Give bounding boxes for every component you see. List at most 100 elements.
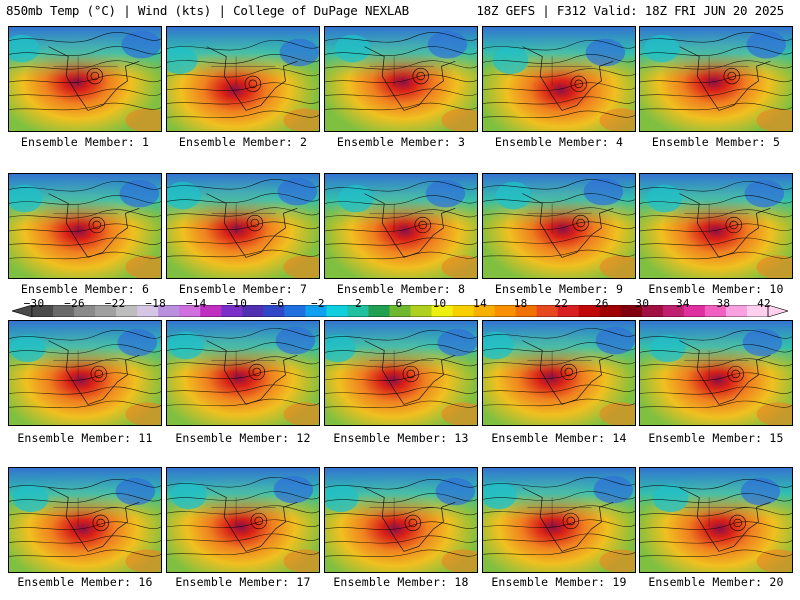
colorbar-segment: [473, 305, 496, 317]
member-label: Ensemble Member: 6: [20, 282, 150, 296]
colorbar-segment: [536, 305, 559, 317]
temperature-field: [325, 174, 477, 278]
colorbar-tick-label: 38: [716, 297, 731, 310]
member-label: Ensemble Member: 11: [17, 431, 153, 445]
temperature-field: [167, 468, 319, 572]
member-label: Ensemble Member: 14: [491, 431, 627, 445]
colorbar-tick-label: −6: [270, 297, 285, 310]
colorbar-segment: [431, 305, 454, 317]
temperature-field: [483, 27, 635, 131]
colorbar-segment: [326, 305, 348, 317]
colorbar-segment: [599, 305, 622, 317]
colorbar-tick-label: −18: [145, 297, 167, 310]
colorbar-right-arrow: [767, 305, 788, 317]
temperature-field: [640, 27, 792, 131]
map-panel-member-1: [8, 26, 162, 132]
temperature-field: [167, 174, 319, 278]
colorbar-segment: [95, 305, 117, 317]
colorbar-segment: [242, 305, 264, 317]
member-label: Ensemble Member: 13: [333, 431, 469, 445]
colorbar-segment: [704, 305, 727, 317]
member-label: Ensemble Member: 1: [20, 135, 150, 149]
colorbar-tick-label: −30: [23, 297, 45, 310]
colorbar-segment: [662, 305, 685, 317]
member-label: Ensemble Member: 4: [494, 135, 624, 149]
member-label: Ensemble Member: 5: [651, 135, 781, 149]
colorbar-segment: [74, 305, 96, 317]
member-label: Ensemble Member: 8: [336, 282, 466, 296]
map-panel-member-12: [166, 320, 320, 426]
temperature-field: [325, 321, 477, 425]
colorbar-segment: [389, 305, 412, 317]
map-panel-member-18: [324, 467, 478, 573]
member-label: Ensemble Member: 7: [178, 282, 308, 296]
colorbar-segment: [305, 305, 327, 317]
map-panel-member-8: [324, 173, 478, 279]
colorbar-tick-label: −22: [104, 297, 126, 310]
map-panel-member-15: [639, 320, 793, 426]
map-panel-member-2: [166, 26, 320, 132]
colorbar-tick-label: 26: [594, 297, 609, 310]
colorbar-tick-label: −2: [310, 297, 325, 310]
map-panel-member-3: [324, 26, 478, 132]
colorbar-tick-label: −14: [185, 297, 207, 310]
colorbar-tick-label: 42: [757, 297, 771, 310]
colorbar-segment: [347, 305, 369, 317]
temperature-field: [167, 27, 319, 131]
temperature-field: [9, 174, 161, 278]
colorbar-segment: [368, 305, 390, 317]
map-panel-member-5: [639, 26, 793, 132]
colorbar-segment: [158, 305, 180, 317]
colorbar-tick-label: 22: [554, 297, 569, 310]
member-label: Ensemble Member: 17: [175, 575, 311, 589]
temperature-field: [640, 468, 792, 572]
colorbar-segment: [641, 305, 664, 317]
colorbar-segment: [452, 305, 475, 317]
temperature-field: [640, 321, 792, 425]
colorbar-segment: [200, 305, 222, 317]
colorbar-segment: [578, 305, 601, 317]
colorbar-tick-label: −10: [226, 297, 248, 310]
temperature-field: [9, 321, 161, 425]
colorbar-segment: [515, 305, 538, 317]
colorbar-tick-label: 2: [354, 297, 362, 310]
colorbar-tick-label: 10: [432, 297, 447, 310]
temperature-colorbar: [12, 305, 788, 317]
temperature-field: [483, 174, 635, 278]
map-panel-member-17: [166, 467, 320, 573]
colorbar-segment: [53, 305, 75, 317]
colorbar-segment: [179, 305, 201, 317]
map-panel-member-6: [8, 173, 162, 279]
colorbar-segment: [263, 305, 285, 317]
colorbar-segment: [557, 305, 580, 317]
map-panel-member-11: [8, 320, 162, 426]
temperature-field: [167, 321, 319, 425]
colorbar-tick-label: 34: [675, 297, 690, 310]
member-label: Ensemble Member: 18: [333, 575, 469, 589]
map-panel-member-10: [639, 173, 793, 279]
member-label: Ensemble Member: 10: [648, 282, 784, 296]
colorbar-segment: [116, 305, 138, 317]
member-label: Ensemble Member: 16: [17, 575, 153, 589]
member-label: Ensemble Member: 20: [648, 575, 784, 589]
colorbar-segment: [284, 305, 306, 317]
temperature-field: [9, 468, 161, 572]
member-label: Ensemble Member: 2: [178, 135, 308, 149]
map-panel-member-16: [8, 467, 162, 573]
colorbar-segment: [221, 305, 243, 317]
colorbar-segment: [746, 305, 769, 317]
member-label: Ensemble Member: 19: [491, 575, 627, 589]
temperature-field: [9, 27, 161, 131]
colorbar-segment: [32, 305, 54, 317]
temperature-field: [640, 174, 792, 278]
colorbar-segment: [725, 305, 748, 317]
temperature-field: [483, 321, 635, 425]
map-panel-member-19: [482, 467, 636, 573]
colorbar-tick-label: 30: [635, 297, 650, 310]
temperature-field: [325, 468, 477, 572]
map-panel-member-7: [166, 173, 320, 279]
member-label: Ensemble Member: 12: [175, 431, 311, 445]
map-panel-member-13: [324, 320, 478, 426]
map-panel-member-20: [639, 467, 793, 573]
colorbar-segment: [494, 305, 517, 317]
